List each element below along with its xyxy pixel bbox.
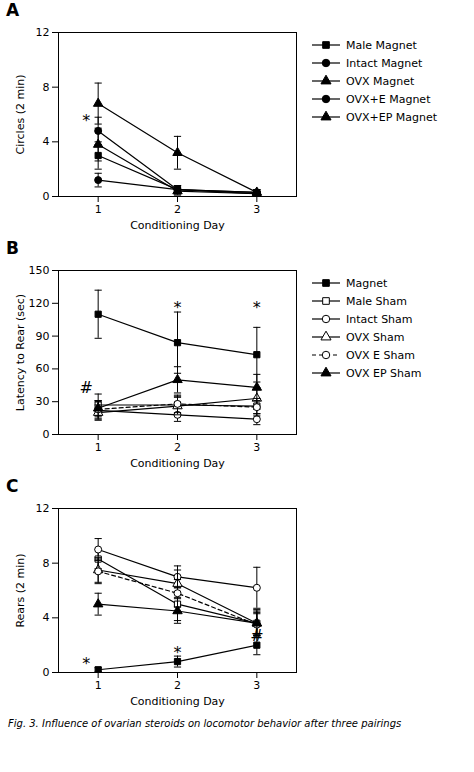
svg-text:90: 90 xyxy=(36,330,50,343)
svg-text:0: 0 xyxy=(43,190,50,203)
svg-text:Rears (2 min): Rears (2 min) xyxy=(14,553,27,627)
svg-text:4: 4 xyxy=(43,611,50,624)
html-text:C: C xyxy=(6,476,19,496)
svg-text:OVX Magnet: OVX Magnet xyxy=(346,75,415,88)
svg-text:Male Sham: Male Sham xyxy=(346,295,407,308)
svg-text:OVX EP Sham: OVX EP Sham xyxy=(346,367,422,380)
svg-text:3: 3 xyxy=(253,679,260,692)
svg-text:*: * xyxy=(174,298,182,317)
svg-text:*: * xyxy=(82,654,90,673)
svg-text:1: 1 xyxy=(95,441,102,454)
svg-text:1: 1 xyxy=(95,203,102,216)
svg-text:60: 60 xyxy=(36,362,50,375)
svg-text:2: 2 xyxy=(174,679,181,692)
svg-text:Conditioning Day: Conditioning Day xyxy=(130,219,225,232)
svg-text:4: 4 xyxy=(43,135,50,148)
svg-text:#: # xyxy=(250,626,263,645)
svg-text:Intact Magnet: Intact Magnet xyxy=(346,57,423,70)
svg-text:0: 0 xyxy=(43,666,50,679)
html-text:A: A xyxy=(6,0,20,20)
html-text:Fig. 3. Influence of ovarian s: Fig. 3. Influence of ovarian steroids on… xyxy=(8,718,402,729)
svg-text:Male Magnet: Male Magnet xyxy=(346,39,418,52)
svg-text:*: * xyxy=(82,111,90,130)
svg-text:Latency to Rear (sec): Latency to Rear (sec) xyxy=(14,294,27,411)
svg-text:OVX E Sham: OVX E Sham xyxy=(346,349,415,362)
svg-text:3: 3 xyxy=(253,203,260,216)
svg-text:120: 120 xyxy=(29,297,50,310)
svg-text:8: 8 xyxy=(43,81,50,94)
svg-text:8: 8 xyxy=(43,557,50,570)
svg-text:Circles (2 min): Circles (2 min) xyxy=(14,75,27,155)
svg-text:30: 30 xyxy=(36,395,50,408)
svg-text:1: 1 xyxy=(95,679,102,692)
svg-text:Conditioning Day: Conditioning Day xyxy=(130,695,225,708)
svg-text:2: 2 xyxy=(174,203,181,216)
svg-text:12: 12 xyxy=(36,26,50,39)
svg-text:#: # xyxy=(80,378,93,397)
html-text:B: B xyxy=(6,238,19,258)
svg-text:OVX+E Magnet: OVX+E Magnet xyxy=(346,93,431,106)
svg-text:2: 2 xyxy=(174,441,181,454)
svg-text:*: * xyxy=(174,643,182,662)
svg-text:3: 3 xyxy=(253,441,260,454)
svg-text:0: 0 xyxy=(43,428,50,441)
svg-text:Magnet: Magnet xyxy=(346,277,388,290)
svg-text:OVX Sham: OVX Sham xyxy=(346,331,404,344)
svg-text:Intact Sham: Intact Sham xyxy=(346,313,413,326)
svg-text:OVX+EP Magnet: OVX+EP Magnet xyxy=(346,111,438,124)
svg-text:Conditioning Day: Conditioning Day xyxy=(130,457,225,470)
svg-text:150: 150 xyxy=(29,264,50,277)
svg-text:*: * xyxy=(253,298,261,317)
svg-text:12: 12 xyxy=(36,502,50,515)
